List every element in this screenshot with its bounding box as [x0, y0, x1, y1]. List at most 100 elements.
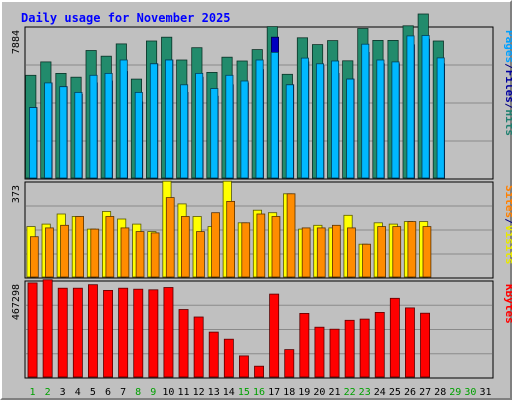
bar-sites-day-18 [286, 193, 296, 278]
bar-kbytes-day-15 [238, 355, 249, 378]
legend-item: Pages [503, 30, 512, 63]
bar-pages-day-8 [134, 92, 143, 179]
x-tick-label-day-31: 31 [479, 387, 491, 398]
x-tick-label-day-30: 30 [464, 387, 476, 398]
bar-pages-day-6 [104, 73, 113, 179]
bar-pages-day-5 [89, 74, 98, 179]
x-tick-label-day-24: 24 [374, 387, 386, 398]
bar-kbytes-day-22 [344, 319, 355, 378]
bar-kbytes-day-4 [72, 287, 83, 378]
bar-sites-day-14 [226, 200, 235, 278]
bar-kbytes-day-24 [374, 311, 385, 378]
x-tick-label-day-5: 5 [90, 387, 96, 398]
bar-sites-day-26 [407, 221, 417, 278]
bar-pages-day-3 [59, 86, 68, 179]
bar-sites-day-12 [196, 231, 205, 278]
legend-item: Visits [503, 225, 512, 265]
bar-kbytes-day-17 [269, 293, 280, 378]
legend-item: / [503, 218, 512, 225]
bar-sites-day-13 [211, 212, 220, 278]
bar-kbytes-day-10 [163, 287, 174, 378]
bar-sites-day-16 [256, 213, 266, 278]
bar-sites-day-15 [241, 222, 251, 278]
x-tick-label-day-13: 13 [208, 387, 220, 398]
bar-pages-day-11 [180, 84, 189, 179]
x-tick-label-day-28: 28 [434, 387, 446, 398]
x-tick-label-day-18: 18 [283, 387, 295, 398]
x-tick-label-day-29: 29 [449, 387, 461, 398]
x-tick-label-day-20: 20 [313, 387, 325, 398]
x-tick-label-day-11: 11 [177, 387, 189, 398]
bar-pages-day-2 [44, 82, 53, 179]
legend-item: Files [503, 70, 512, 103]
bar-kbytes-day-16 [254, 365, 265, 378]
x-tick-label-day-7: 7 [120, 387, 126, 398]
x-tick-label-day-26: 26 [404, 387, 416, 398]
chart-title: Daily usage for November 2025 [21, 11, 231, 25]
bar-kbytes-day-6 [103, 289, 114, 378]
legend-middle-panel: Sites/Visits [503, 185, 512, 265]
bar-sites-day-10 [165, 197, 175, 278]
bar-pages-day-4 [74, 92, 83, 179]
x-tick-label-day-9: 9 [150, 387, 156, 398]
bar-sites-day-4 [75, 216, 84, 278]
bar-pages-day-7 [119, 59, 128, 179]
bar-sites-day-5 [90, 228, 100, 278]
bar-sites-day-2 [45, 227, 54, 278]
bar-sites-day-17 [271, 216, 281, 278]
bar-pages-day-10 [164, 59, 173, 179]
bar-pages-day-1 [29, 107, 38, 179]
bar-pages-day-17 [270, 52, 279, 179]
bar-sites-day-1 [29, 236, 39, 278]
bar-sites-day-22 [347, 227, 356, 278]
legend-item: / [503, 63, 512, 70]
bar-sites-day-24 [377, 226, 387, 278]
bar-kbytes-day-1 [27, 282, 38, 378]
x-tick-label-day-14: 14 [223, 387, 235, 398]
legend-item: Hits [503, 110, 512, 137]
legend-item: / [503, 103, 512, 110]
bar-kbytes-day-9 [148, 289, 159, 378]
bar-pages-day-9 [149, 63, 158, 179]
bar-sites-day-20 [316, 227, 326, 278]
legend-item: Sites [503, 185, 512, 218]
bar-kbytes-day-13 [208, 331, 219, 378]
bar-pages-day-15 [240, 80, 249, 179]
bar-sites-day-6 [105, 216, 115, 278]
x-tick-label-day-22: 22 [344, 387, 356, 398]
bar-sites-day-9 [150, 232, 160, 278]
bar-kbytes-day-12 [193, 316, 204, 378]
bar-kbytes-day-21 [329, 328, 340, 378]
bar-sites-day-25 [392, 226, 402, 278]
x-tick-label-day-6: 6 [105, 387, 111, 398]
bar-pages-day-16 [255, 59, 264, 179]
bar-sites-day-11 [180, 216, 190, 278]
bar-pages-day-12 [195, 73, 204, 179]
bar-sites-day-3 [60, 224, 69, 278]
legend-top-panel: Pages/Files/Hits [503, 30, 512, 136]
bar-pages-day-18 [285, 84, 294, 179]
bar-kbytes-day-8 [133, 288, 144, 378]
bar-kbytes-day-23 [359, 318, 370, 378]
bar-sites-day-19 [301, 227, 311, 278]
bar-kbytes-day-19 [299, 312, 310, 378]
x-tick-label-day-27: 27 [419, 387, 431, 398]
x-tick-label-day-15: 15 [238, 387, 250, 398]
y-max-label: 467298 [11, 284, 22, 320]
x-tick-label-day-23: 23 [359, 387, 371, 398]
x-tick-label-day-25: 25 [389, 387, 401, 398]
bar-kbytes-day-3 [57, 287, 68, 378]
bar-kbytes-day-5 [88, 284, 98, 378]
bar-pages-day-26 [406, 35, 415, 179]
bar-kbytes-day-18 [284, 349, 295, 378]
bar-pages-day-27 [421, 35, 430, 179]
bar-sites-day-23 [362, 243, 371, 278]
bar-pages-day-14 [225, 74, 234, 179]
bar-sites-day-27 [422, 226, 432, 278]
legend-item: KBytes [503, 284, 512, 324]
x-tick-label-day-8: 8 [135, 387, 141, 398]
bar-sites-day-7 [120, 227, 130, 278]
bar-kbytes-day-20 [314, 326, 325, 378]
x-tick-label-day-10: 10 [162, 387, 174, 398]
